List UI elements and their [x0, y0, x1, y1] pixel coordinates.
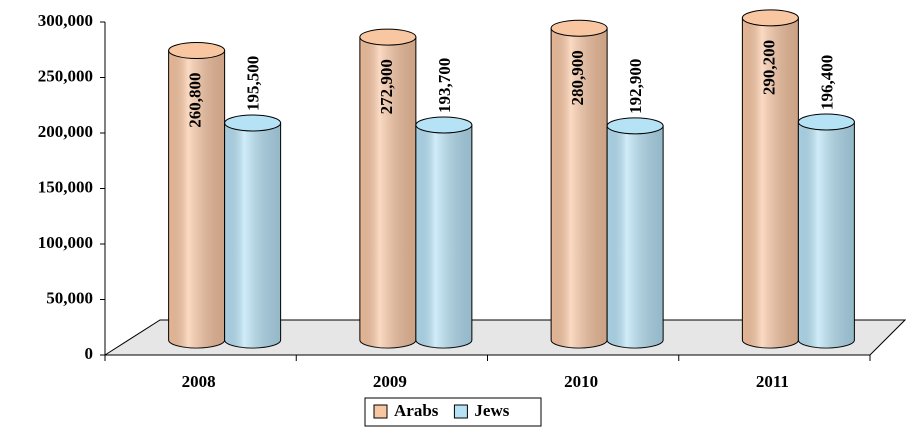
legend-label: Jews [474, 401, 509, 420]
value-label: 196,400 [817, 55, 836, 110]
x-tick-label: 2008 [182, 372, 216, 391]
cylinder-shade [742, 17, 799, 349]
y-tick-label: 250,000 [38, 66, 93, 85]
cylinder-top [797, 113, 855, 131]
value-label: 260,800 [186, 73, 205, 128]
legend-swatch [453, 404, 468, 419]
cylinder-shade [359, 37, 416, 349]
legend-label: Arabs [394, 401, 439, 420]
cylinder-shade [224, 122, 281, 349]
cylinder-shade [415, 124, 472, 348]
cylinder-top [224, 114, 282, 132]
cylinder-shade [168, 50, 225, 349]
cylinder-top [550, 19, 608, 37]
y-tick-label: 100,000 [38, 233, 93, 252]
value-label: 192,900 [626, 59, 645, 114]
y-tick-label: 0 [85, 344, 94, 363]
cylinder-shade [551, 28, 608, 349]
cylinder-shade [798, 121, 855, 348]
cylinder-top [415, 116, 473, 134]
x-tick-label: 2009 [373, 372, 407, 391]
y-tick-label: 300,000 [38, 11, 93, 30]
x-tick-label: 2011 [756, 372, 789, 391]
value-label: 193,700 [435, 58, 454, 113]
legend-swatch [373, 404, 388, 419]
x-tick-label: 2010 [564, 372, 598, 391]
y-tick-label: 150,000 [38, 177, 93, 196]
value-label: 290,200 [759, 40, 778, 95]
cylinder-top [741, 9, 799, 27]
cylinder-top [168, 42, 226, 60]
cylinder-top [359, 28, 417, 46]
y-tick-label: 50,000 [46, 288, 93, 307]
y-tick-label: 200,000 [38, 122, 93, 141]
value-label: 280,900 [568, 50, 587, 105]
value-label: 195,500 [244, 56, 263, 111]
cylinder-top [606, 117, 664, 135]
cylinder-shade [607, 125, 664, 348]
value-label: 272,900 [377, 59, 396, 114]
legend [364, 397, 542, 427]
